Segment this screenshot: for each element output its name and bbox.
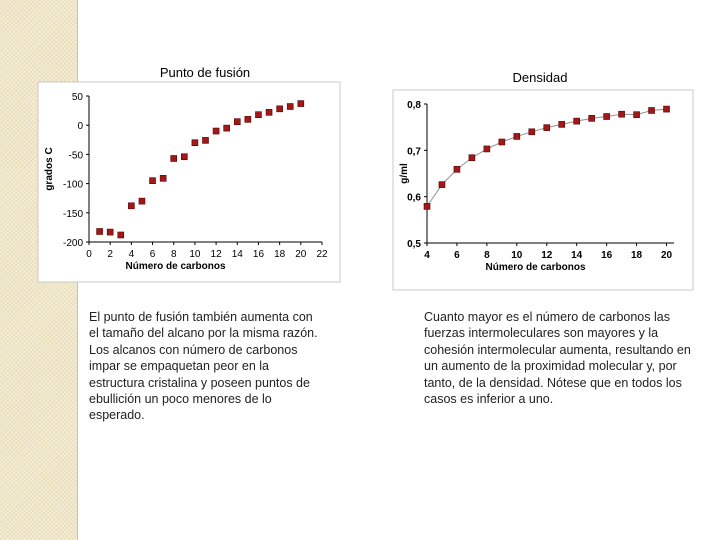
density-data-point [498, 138, 506, 146]
density-data-point [558, 121, 566, 128]
density-data-point [588, 115, 595, 122]
melting-point-data-point [170, 155, 178, 162]
melting-point-data-point [255, 111, 262, 118]
melting-point-x-tick-label: 10 [189, 249, 201, 260]
density-y-tick-label: 0,6 [407, 193, 421, 204]
melting-point-x-tick-label: 20 [295, 249, 307, 260]
density-chart: 0,8 0,7 0,6 0,54 6 8 10 12 14 16 18 20 Número de car… [392, 89, 694, 291]
melting-point-data-point [276, 105, 283, 113]
density-explanation: Cuanto mayor es el número de carbonos la… [424, 310, 691, 407]
melting-point-data-point [202, 137, 209, 144]
density-data-point [573, 117, 580, 125]
density-data-point [603, 113, 610, 120]
density-data-point [618, 110, 625, 118]
melting-point-y-axis-label: grados C [44, 147, 55, 190]
melting-point-x-tick-label: 22 [316, 249, 328, 260]
density-data-point [438, 181, 446, 188]
melting-point-explanation: El punto de fusión también aumenta con e… [89, 310, 318, 423]
density-data-point [423, 203, 431, 210]
melting-point-x-axis-label: Número de carbonos [125, 261, 225, 272]
melting-point-x-tick-label: 18 [274, 249, 286, 260]
density-x-tick-label: 20 [661, 250, 673, 261]
density-y-tick-label: 0,8 [407, 100, 421, 111]
melting-point-y-tick-label: -50 [69, 150, 84, 161]
melting-point-x-tick-label: 0 [86, 249, 92, 260]
density-x-axis-label: Número de carbonos [485, 262, 585, 273]
melting-point-data-point [212, 127, 220, 135]
melting-point-data-point [106, 228, 114, 236]
melting-point-x-tick-label: 6 [150, 249, 156, 260]
density-x-tick-label: 4 [424, 250, 430, 261]
melting-point-data-point [297, 100, 305, 107]
melting-point-data-point [96, 228, 103, 235]
density-x-tick-label: 8 [484, 250, 490, 261]
density-x-tick-label: 12 [541, 250, 553, 261]
density-chart-title: Densidad [512, 70, 568, 85]
melting-point-chart-title: Punto de fusión [159, 65, 251, 80]
melting-point-x-tick-label: 2 [107, 249, 113, 260]
melting-point-chart-frame [37, 81, 341, 283]
density-data-point [633, 111, 640, 118]
melting-point-data-point [149, 177, 156, 184]
density-x-tick-label: 16 [601, 250, 613, 261]
melting-point-data-point [223, 124, 230, 132]
density-y-axis-label: g/ml [399, 163, 410, 184]
density-data-point [468, 154, 476, 162]
density-data-point [483, 145, 491, 153]
melting-point-y-tick-label: -150 [63, 209, 83, 220]
melting-point-data-point [128, 202, 135, 210]
density-data-point [528, 128, 536, 136]
melting-point-data-point [286, 103, 294, 110]
density-y-tick-label: 0,5 [407, 239, 421, 250]
density-data-point [453, 166, 461, 173]
melting-point-x-tick-label: 16 [253, 249, 265, 260]
density-x-tick-label: 6 [454, 250, 460, 261]
melting-point-data-point [244, 116, 252, 123]
melting-point-data-point [191, 139, 199, 147]
melting-point-x-tick-label: 12 [211, 249, 223, 260]
melting-point-x-tick-label: 4 [129, 249, 135, 260]
density-y-tick-label: 0,7 [407, 146, 421, 157]
density-data-point [513, 133, 521, 140]
density-data-point [648, 107, 655, 114]
melting-point-data-point [181, 153, 188, 161]
melting-point-y-tick-label: -200 [63, 238, 83, 249]
melting-point-data-point [138, 197, 146, 205]
melting-point-y-tick-label: 50 [72, 92, 84, 103]
melting-point-data-point [117, 231, 125, 239]
melting-point-y-tick-label: 0 [77, 121, 83, 132]
density-x-tick-label: 10 [511, 250, 523, 261]
melting-point-data-point [233, 118, 241, 125]
melting-point-y-tick-label: -100 [63, 180, 83, 191]
density-x-tick-label: 14 [571, 250, 583, 261]
melting-point-x-tick-label: 14 [232, 249, 244, 260]
density-data-point [543, 124, 551, 131]
density-x-tick-label: 18 [631, 250, 643, 261]
melting-point-x-tick-label: 8 [171, 249, 177, 260]
density-data-point [663, 105, 670, 113]
melting-point-data-point [159, 175, 167, 182]
melting-point-data-point [265, 109, 273, 116]
density-chart-frame [392, 89, 694, 291]
